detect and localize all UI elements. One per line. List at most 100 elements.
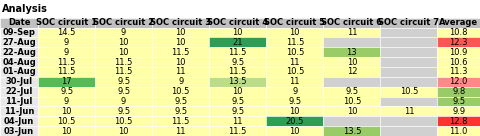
Bar xyxy=(209,67,266,77)
Text: 17: 17 xyxy=(61,77,72,86)
Text: 9.9: 9.9 xyxy=(452,107,465,116)
Bar xyxy=(95,67,152,77)
Text: 11: 11 xyxy=(404,107,414,116)
Bar xyxy=(152,126,209,136)
Text: Analysis: Analysis xyxy=(2,4,48,14)
Text: SOC circuit 6: SOC circuit 6 xyxy=(321,18,383,27)
Text: 10.6: 10.6 xyxy=(449,58,468,67)
Text: 11: 11 xyxy=(232,117,243,126)
Bar xyxy=(380,28,437,37)
Text: 10.8: 10.8 xyxy=(449,28,468,37)
Bar xyxy=(0,87,38,97)
Bar xyxy=(0,97,38,106)
Bar xyxy=(266,87,324,97)
Text: 11.5: 11.5 xyxy=(58,67,76,76)
Bar xyxy=(324,106,380,116)
Text: 11-Jul: 11-Jul xyxy=(5,97,33,106)
Bar xyxy=(266,67,324,77)
Bar xyxy=(0,116,38,126)
Text: 22-Aug: 22-Aug xyxy=(2,48,36,57)
Text: 9.5: 9.5 xyxy=(174,97,187,106)
Bar xyxy=(95,126,152,136)
Bar xyxy=(437,18,480,27)
Text: 12: 12 xyxy=(347,67,357,76)
Text: 9: 9 xyxy=(64,38,69,47)
Text: 9.5: 9.5 xyxy=(231,107,244,116)
Text: 10.5: 10.5 xyxy=(114,117,133,126)
Bar xyxy=(38,77,95,87)
Bar xyxy=(324,97,380,106)
Bar xyxy=(152,47,209,57)
Bar xyxy=(324,18,380,27)
Bar xyxy=(437,87,480,97)
Text: 09-Sep: 09-Sep xyxy=(2,28,36,37)
Bar xyxy=(38,126,95,136)
Bar xyxy=(380,57,437,67)
Text: 9.5: 9.5 xyxy=(452,97,465,106)
Text: 9.5: 9.5 xyxy=(174,107,187,116)
Bar xyxy=(95,106,152,116)
Text: 04-Aug: 04-Aug xyxy=(2,58,36,67)
Bar xyxy=(152,116,209,126)
Text: 9: 9 xyxy=(121,97,126,106)
Text: 9: 9 xyxy=(121,28,126,37)
Text: 9.5: 9.5 xyxy=(117,87,130,96)
Bar xyxy=(38,57,95,67)
Text: 10.5: 10.5 xyxy=(58,117,76,126)
Text: 9: 9 xyxy=(292,87,298,96)
Bar xyxy=(209,77,266,87)
Bar xyxy=(266,57,324,67)
Bar xyxy=(437,37,480,47)
Bar xyxy=(209,47,266,57)
Text: 9.5: 9.5 xyxy=(231,58,244,67)
Bar xyxy=(266,77,324,87)
Text: 9.5: 9.5 xyxy=(60,87,73,96)
Bar xyxy=(380,97,437,106)
Text: 12.0: 12.0 xyxy=(450,77,468,86)
Bar xyxy=(95,18,152,27)
Bar xyxy=(324,57,380,67)
Bar xyxy=(38,67,95,77)
Bar xyxy=(437,106,480,116)
Bar xyxy=(437,67,480,77)
Bar xyxy=(95,87,152,97)
Text: 10: 10 xyxy=(175,28,186,37)
Bar xyxy=(152,18,209,27)
Bar xyxy=(152,97,209,106)
Text: 11: 11 xyxy=(175,127,186,136)
Bar xyxy=(152,87,209,97)
Bar xyxy=(266,126,324,136)
Bar xyxy=(266,116,324,126)
Text: SOC circuit 2: SOC circuit 2 xyxy=(93,18,154,27)
Bar xyxy=(266,97,324,106)
Bar xyxy=(266,37,324,47)
Text: Average: Average xyxy=(439,18,478,27)
Text: 12.8: 12.8 xyxy=(449,117,468,126)
Text: 21: 21 xyxy=(232,38,243,47)
Bar xyxy=(152,77,209,87)
Bar xyxy=(266,106,324,116)
Text: SOC circuit 7: SOC circuit 7 xyxy=(378,18,439,27)
Text: 11.5: 11.5 xyxy=(171,48,190,57)
Text: 10: 10 xyxy=(232,87,243,96)
Text: 10: 10 xyxy=(289,107,300,116)
Bar xyxy=(0,37,38,47)
Text: 11.5: 11.5 xyxy=(114,67,133,76)
Bar xyxy=(95,28,152,37)
Text: 01-Aug: 01-Aug xyxy=(2,67,36,76)
Text: 03-Jun: 03-Jun xyxy=(4,127,34,136)
Text: 20.5: 20.5 xyxy=(286,117,304,126)
Bar xyxy=(38,18,95,27)
Text: Date: Date xyxy=(8,18,30,27)
Text: 9: 9 xyxy=(64,97,69,106)
Text: 11.0: 11.0 xyxy=(450,127,468,136)
Text: 13.5: 13.5 xyxy=(228,77,247,86)
Text: 13: 13 xyxy=(347,48,357,57)
Bar xyxy=(324,126,380,136)
Bar xyxy=(380,67,437,77)
Text: 10: 10 xyxy=(347,107,357,116)
Text: 9.5: 9.5 xyxy=(117,107,130,116)
Bar xyxy=(437,77,480,87)
Bar xyxy=(380,126,437,136)
Bar xyxy=(437,57,480,67)
